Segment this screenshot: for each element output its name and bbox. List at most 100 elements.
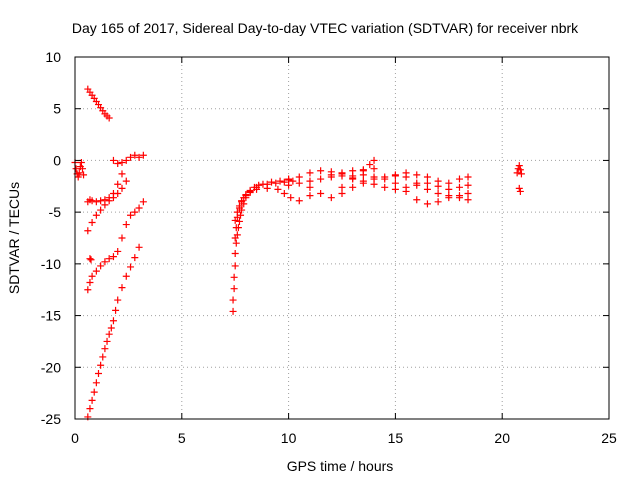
data-point xyxy=(230,285,238,293)
data-point xyxy=(306,177,314,185)
data-point xyxy=(280,190,288,198)
data-point xyxy=(285,175,293,183)
data-point xyxy=(97,262,105,270)
data-point xyxy=(413,171,421,179)
x-axis-label: GPS time / hours xyxy=(287,458,394,474)
x-tick-label: 10 xyxy=(281,430,297,446)
data-point xyxy=(92,211,100,219)
data-point xyxy=(139,198,147,206)
y-tick-label: 5 xyxy=(53,101,61,117)
data-point xyxy=(232,239,240,247)
data-point xyxy=(276,177,284,185)
data-point xyxy=(338,169,346,177)
data-point xyxy=(127,263,135,271)
data-point xyxy=(255,181,263,189)
data-point xyxy=(135,243,143,251)
data-point xyxy=(349,167,357,175)
chart-title: Day 165 of 2017, Sidereal Day-to-day VTE… xyxy=(72,20,579,36)
data-point xyxy=(434,198,442,206)
data-point xyxy=(423,179,431,187)
data-point xyxy=(235,202,243,210)
data-point xyxy=(253,185,261,193)
data-point xyxy=(464,190,472,198)
data-point xyxy=(135,204,143,212)
data-point xyxy=(131,208,139,216)
data-point xyxy=(90,388,98,396)
data-point xyxy=(232,224,240,232)
data-point xyxy=(109,253,117,261)
data-point xyxy=(517,170,525,178)
data-point xyxy=(235,217,243,225)
data-point xyxy=(423,173,431,181)
data-point xyxy=(327,194,335,202)
data-point xyxy=(78,165,86,173)
data-point xyxy=(118,170,126,178)
data-point xyxy=(370,175,378,183)
data-point xyxy=(464,173,472,181)
data-point xyxy=(327,171,335,179)
data-point xyxy=(118,184,126,192)
data-point xyxy=(103,337,111,345)
y-tick-label: -20 xyxy=(41,359,61,375)
data-point xyxy=(306,192,314,200)
data-point xyxy=(295,197,303,205)
data-point xyxy=(229,307,237,315)
y-tick-label: -5 xyxy=(49,204,62,220)
data-point xyxy=(464,196,472,204)
data-point xyxy=(97,197,105,205)
data-point xyxy=(92,379,100,387)
data-point xyxy=(280,178,288,186)
data-point xyxy=(92,198,100,206)
data-point xyxy=(127,211,135,219)
data-point xyxy=(423,185,431,193)
data-point xyxy=(97,206,105,214)
data-point xyxy=(114,160,122,168)
grid xyxy=(75,57,609,419)
y-tick-label: 0 xyxy=(53,152,61,168)
data-point xyxy=(515,184,523,192)
data-point xyxy=(391,185,399,193)
data-point xyxy=(127,153,135,161)
data-point xyxy=(359,179,367,187)
data-point xyxy=(366,161,374,169)
data-point xyxy=(413,196,421,204)
data-point xyxy=(118,284,126,292)
plot-frame xyxy=(74,56,610,420)
data-point xyxy=(99,353,107,361)
data-point xyxy=(105,255,113,263)
data-point xyxy=(122,221,130,229)
data-point xyxy=(402,173,410,181)
data-point xyxy=(114,247,122,255)
data-point xyxy=(274,185,282,193)
data-point xyxy=(231,250,239,258)
x-tick-label: 5 xyxy=(178,430,186,446)
data-point xyxy=(84,227,92,235)
data-point xyxy=(75,169,83,177)
y-axis-label: SDTVAR / TECUs xyxy=(6,182,22,294)
data-point xyxy=(263,184,271,192)
data-point xyxy=(97,361,105,369)
data-point xyxy=(513,169,521,177)
data-point xyxy=(118,158,126,166)
data-point xyxy=(413,179,421,187)
data-point xyxy=(455,192,463,200)
data-point xyxy=(231,262,239,270)
data-point xyxy=(455,175,463,183)
data-point xyxy=(272,179,280,187)
data-point xyxy=(109,194,117,202)
data-point xyxy=(114,296,122,304)
data-point xyxy=(88,396,96,404)
data-point xyxy=(109,156,117,164)
y-tick-label: -10 xyxy=(41,256,61,272)
data-point xyxy=(238,197,246,205)
data-point xyxy=(349,183,357,191)
data-point xyxy=(101,201,109,209)
data-point xyxy=(105,330,113,338)
data-point xyxy=(92,267,100,275)
data-point xyxy=(289,177,297,185)
data-point xyxy=(112,306,120,314)
data-point xyxy=(285,181,293,189)
data-point xyxy=(381,173,389,181)
data-point xyxy=(105,114,113,122)
data-point xyxy=(242,192,250,200)
